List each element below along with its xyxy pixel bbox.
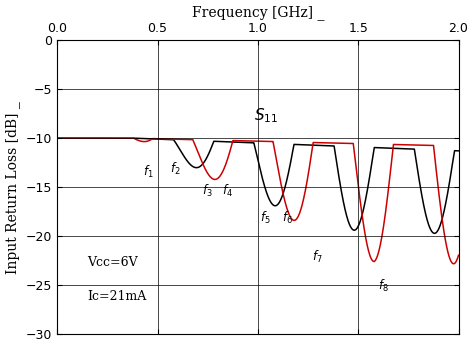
Text: $S_{11}$: $S_{11}$: [254, 106, 278, 125]
Text: $f_3$: $f_3$: [201, 183, 212, 199]
Text: Ic=21mA: Ic=21mA: [87, 290, 146, 303]
Text: $f_7$: $f_7$: [312, 249, 323, 265]
Text: Vcc=6V: Vcc=6V: [87, 256, 138, 269]
Text: $f_8$: $f_8$: [378, 278, 389, 294]
X-axis label: Frequency [GHz] _: Frequency [GHz] _: [191, 6, 324, 21]
Text: $f_6$: $f_6$: [282, 209, 293, 226]
Text: $f_4$: $f_4$: [222, 183, 233, 199]
Y-axis label: Input Return Loss [dB] _: Input Return Loss [dB] _: [6, 101, 20, 274]
Text: $f_2$: $f_2$: [170, 160, 180, 176]
Text: $f_1$: $f_1$: [144, 164, 154, 180]
Text: $f_5$: $f_5$: [260, 209, 271, 226]
